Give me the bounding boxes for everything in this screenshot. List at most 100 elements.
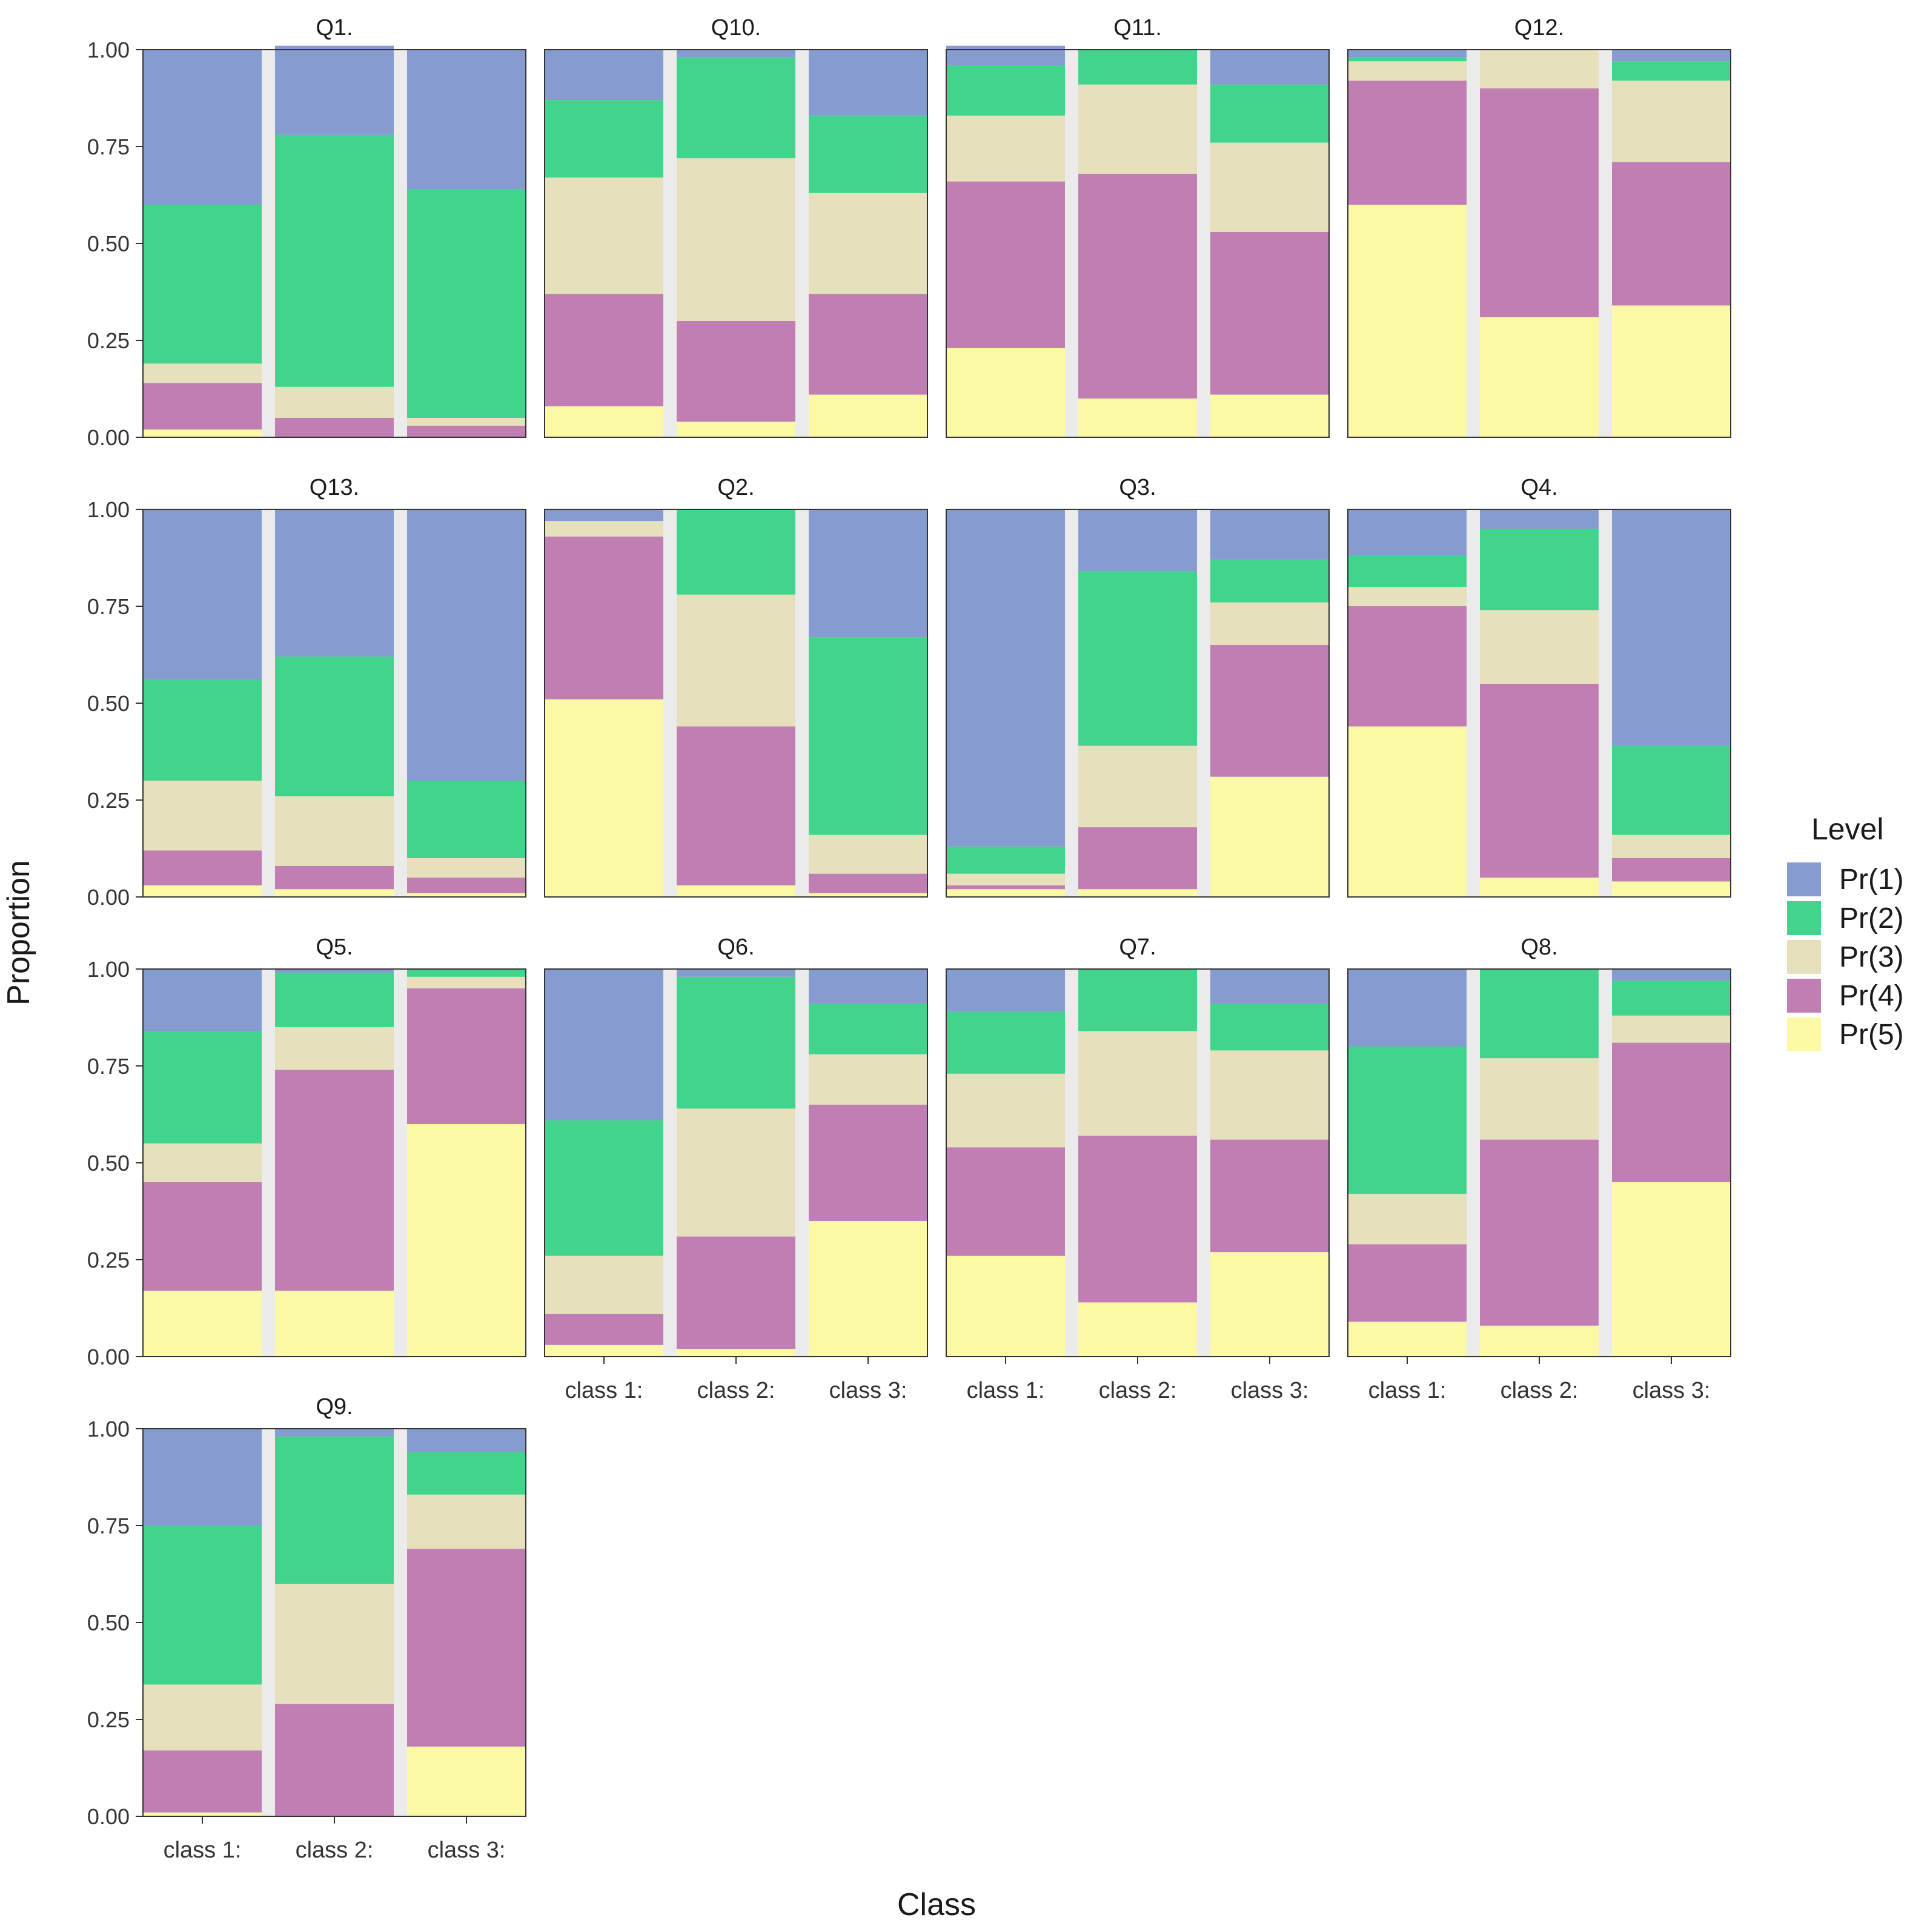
y-tick-label: 0.25 xyxy=(87,1707,130,1732)
panel-title: Q10. xyxy=(711,15,761,41)
bar-segment-pr2 xyxy=(677,509,795,595)
bar-segment-pr4 xyxy=(677,726,795,885)
bar-segment-pr4 xyxy=(143,1182,262,1291)
bar-segment-pr2 xyxy=(275,134,394,387)
legend-label: Pr(3) xyxy=(1839,941,1904,973)
y-tick-label: 0.00 xyxy=(87,1804,130,1829)
bar-segment-pr5 xyxy=(143,1291,262,1357)
panel-q4: Q4. xyxy=(1347,475,1731,898)
bar-segment-pr5 xyxy=(809,394,927,437)
bar-segment-pr4 xyxy=(1612,162,1731,306)
bar-segment-pr1 xyxy=(1480,509,1599,529)
panel-title: Q6. xyxy=(717,935,754,960)
panel-title: Q9. xyxy=(316,1394,353,1420)
legend-label: Pr(5) xyxy=(1839,1019,1904,1051)
bar-segment-pr1 xyxy=(143,1429,262,1526)
bar-segment-pr2 xyxy=(809,637,927,835)
bar-segment-pr1 xyxy=(946,509,1065,847)
bar-segment-pr5 xyxy=(1210,1252,1329,1357)
bar-segment-pr5 xyxy=(946,348,1065,437)
bar-segment-pr4 xyxy=(809,1105,927,1221)
bar-segment-pr2 xyxy=(1480,969,1599,1059)
bar-segment-pr2 xyxy=(275,657,394,796)
bar-segment-pr2 xyxy=(946,1011,1065,1074)
bar-segment-pr3 xyxy=(1078,746,1197,827)
panel-title: Q11. xyxy=(1113,15,1162,41)
bar-segment-pr5 xyxy=(809,1221,927,1357)
bar-segment-pr4 xyxy=(275,1704,394,1816)
bar-segment-pr2 xyxy=(946,846,1065,874)
bar-segment-pr2 xyxy=(275,973,394,1027)
panel-q3: Q3. xyxy=(946,475,1330,898)
x-tick-label: class 3: xyxy=(829,1378,907,1403)
bar-segment-pr3 xyxy=(407,976,526,988)
bar-segment-pr3 xyxy=(946,115,1065,182)
bar-segment-pr4 xyxy=(275,418,394,437)
bar-segment-pr1 xyxy=(1612,509,1731,746)
x-tick-label: class 2: xyxy=(296,1838,374,1863)
bar-segment-pr5 xyxy=(407,1124,526,1357)
bar-segment-pr4 xyxy=(143,1750,262,1813)
bar-segment-pr2 xyxy=(677,57,795,159)
y-tick-label: 0.25 xyxy=(87,328,130,353)
bar-segment-pr2 xyxy=(1480,529,1599,610)
bar-segment-pr1 xyxy=(275,969,394,973)
bar-segment-pr5 xyxy=(809,893,927,897)
panel-q2: Q2. xyxy=(544,475,928,898)
legend-items: Pr(1) Pr(2) Pr(3) Pr(4) Pr(5) xyxy=(1787,862,1904,1051)
y-tick-label: 0.50 xyxy=(87,1610,130,1635)
bar-segment-pr5 xyxy=(1078,399,1197,437)
bar-segment-pr5 xyxy=(275,889,394,897)
x-tick-label: class 1: xyxy=(164,1838,242,1863)
legend-swatch xyxy=(1787,901,1821,935)
bar-segment-pr2 xyxy=(143,1031,262,1143)
bar-segment-pr2 xyxy=(809,115,927,193)
bar-segment-pr1 xyxy=(407,50,526,190)
bar-segment-pr5 xyxy=(143,429,262,437)
panel-q1: Q1. 0.00 0.25 0.50 0.75 1.00 xyxy=(87,15,526,450)
bar-segment-pr4 xyxy=(407,988,526,1124)
bar-segment-pr3 xyxy=(275,796,394,866)
bar-segment-pr5 xyxy=(143,1812,262,1816)
bar-segment-pr1 xyxy=(1348,969,1467,1047)
bar-segment-pr2 xyxy=(1348,57,1467,62)
bar-segment-pr1 xyxy=(1348,50,1467,58)
bar-segment-pr2 xyxy=(407,1452,526,1495)
y-tick-label: 0.00 xyxy=(87,1345,130,1369)
bar-segment-pr4 xyxy=(1480,88,1599,317)
y-tick-label: 0.75 xyxy=(87,594,130,619)
panel-border xyxy=(1347,49,1731,438)
bar-segment-pr1 xyxy=(143,50,262,205)
bar-segment-pr4 xyxy=(1480,684,1599,878)
bar-segment-pr4 xyxy=(1480,1139,1599,1326)
bar-segment-pr2 xyxy=(809,1004,927,1054)
x-tick-label: class 1: xyxy=(565,1378,643,1403)
y-tick-label: 0.75 xyxy=(87,134,130,159)
y-tick-label: 0.75 xyxy=(87,1054,130,1079)
legend: Level Pr(1) Pr(2) Pr(3) Pr(4) Pr(5) xyxy=(1787,812,1904,1051)
bar-segment-pr5 xyxy=(1480,1325,1599,1357)
panels-layer: Q1. 0.00 0.25 0.50 0.75 1.00 Q10. Q11. Q12. Q13. 0… xyxy=(87,15,1731,1863)
bar-segment-pr2 xyxy=(1210,1004,1329,1051)
bar-segment-pr1 xyxy=(1612,50,1731,62)
bar-segment-pr2 xyxy=(1348,1047,1467,1194)
bar-segment-pr3 xyxy=(1612,1015,1731,1043)
panel-q13: Q13. 0.00 0.25 0.50 0.75 1.00 xyxy=(87,475,526,910)
bar-segment-pr3 xyxy=(275,1027,394,1070)
bar-segment-pr4 xyxy=(545,536,663,700)
x-axis-title: Class xyxy=(897,1887,976,1922)
bar-segment-pr4 xyxy=(1210,231,1329,395)
bar-segment-pr3 xyxy=(407,1494,526,1549)
bar-segment-pr5 xyxy=(677,885,795,897)
panel-border xyxy=(544,509,928,898)
bar-segment-pr3 xyxy=(407,418,526,426)
bar-segment-pr4 xyxy=(946,1147,1065,1256)
bar-segment-pr1 xyxy=(407,1429,526,1452)
bar-segment-pr3 xyxy=(545,521,663,537)
bar-segment-pr5 xyxy=(946,889,1065,897)
bar-segment-pr1 xyxy=(809,969,927,1004)
bar-segment-pr4 xyxy=(275,1070,394,1291)
bar-segment-pr2 xyxy=(545,100,663,178)
bar-segment-pr5 xyxy=(1612,881,1731,897)
